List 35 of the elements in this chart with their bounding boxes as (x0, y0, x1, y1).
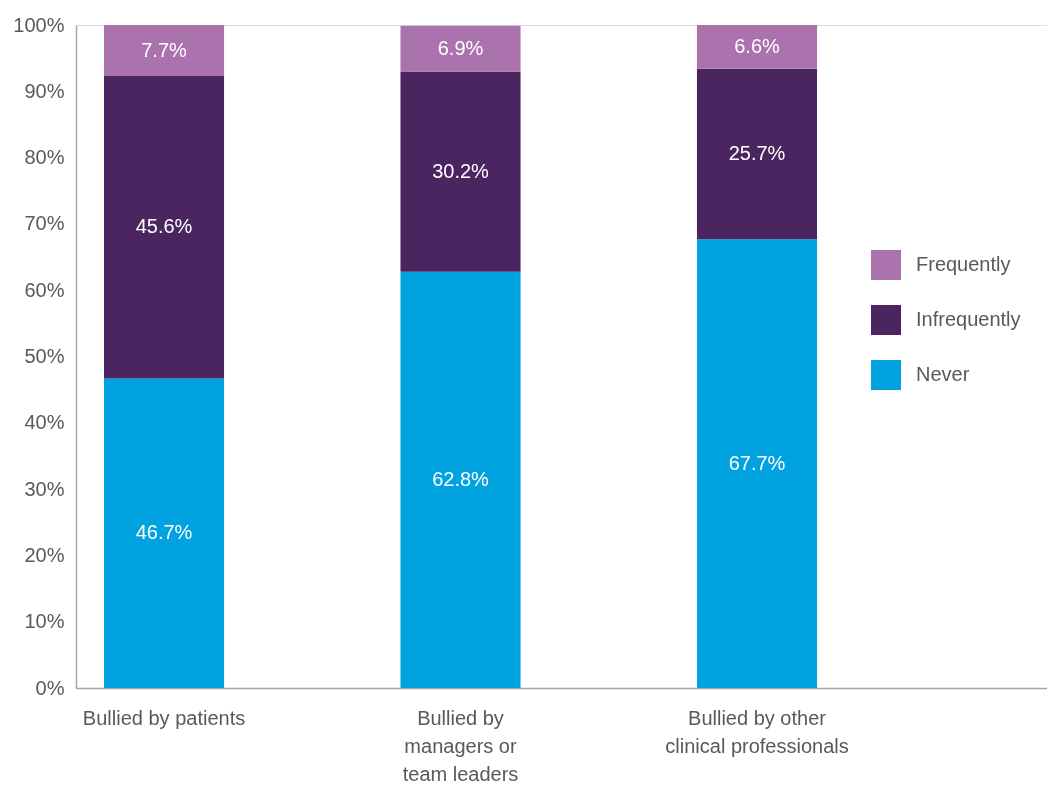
bar (696, 68, 818, 240)
y-tick-label: 80% (24, 146, 65, 169)
y-tick-label: 10% (24, 610, 65, 633)
legend-label: Frequently (916, 253, 1011, 275)
y-tick-label: 0% (35, 676, 65, 699)
y-tick-label: 60% (24, 278, 65, 301)
bar (400, 25, 521, 72)
y-tick-label: 30% (24, 477, 65, 500)
data-label: 6.6% (734, 34, 781, 57)
bar (400, 271, 521, 688)
y-tick-label: 70% (24, 212, 65, 235)
x-tick-label: Bullied by managers or team leaders (402, 706, 519, 785)
legend-label: Never (916, 363, 970, 385)
data-label: 67.7% (728, 451, 786, 474)
data-label: 62.8% (432, 467, 490, 490)
bar (103, 25, 225, 77)
x-tick-label: Bullied by other clinical professionals (665, 706, 849, 757)
bar (400, 71, 521, 272)
y-tick-label: 20% (24, 543, 65, 566)
legend-label: Infrequently (916, 308, 1021, 330)
y-tick-label: 90% (24, 79, 65, 102)
bar (103, 76, 225, 379)
y-tick-label: 50% (24, 345, 65, 367)
data-label: 6.9% (437, 36, 484, 59)
bar (696, 239, 818, 688)
data-label: 25.7% (728, 141, 786, 164)
data-label: 30.2% (432, 159, 490, 182)
y-tick-label: 40% (24, 411, 65, 434)
bar (103, 378, 225, 688)
bar (696, 25, 818, 69)
data-label: 7.7% (141, 38, 188, 61)
data-label: 46.7% (135, 521, 193, 544)
data-label: 45.6% (135, 215, 193, 238)
x-tick-label: Bullied by patients (82, 706, 246, 729)
y-tick-label: 100% (13, 13, 65, 36)
